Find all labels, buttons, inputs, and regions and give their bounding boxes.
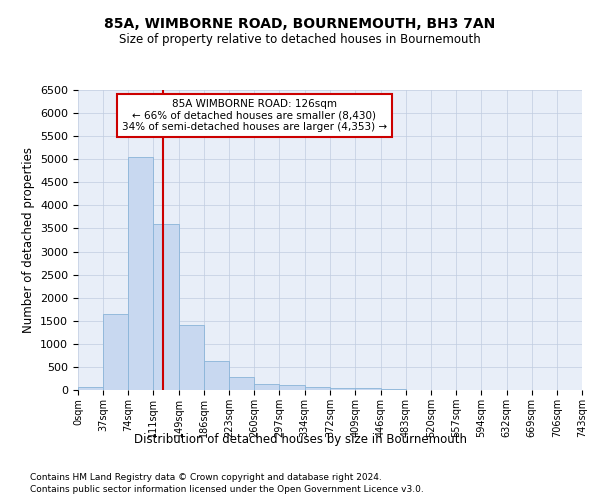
Text: Distribution of detached houses by size in Bournemouth: Distribution of detached houses by size … bbox=[133, 432, 467, 446]
Text: Contains HM Land Registry data © Crown copyright and database right 2024.: Contains HM Land Registry data © Crown c… bbox=[30, 472, 382, 482]
Bar bbox=[305, 386, 331, 390]
Bar bbox=[331, 388, 355, 390]
Bar bbox=[179, 326, 204, 390]
Text: 85A WIMBORNE ROAD: 126sqm
← 66% of detached houses are smaller (8,430)
34% of se: 85A WIMBORNE ROAD: 126sqm ← 66% of detac… bbox=[122, 99, 387, 132]
Bar bbox=[128, 157, 153, 390]
Bar bbox=[355, 388, 380, 390]
Bar bbox=[103, 314, 128, 390]
Text: Size of property relative to detached houses in Bournemouth: Size of property relative to detached ho… bbox=[119, 32, 481, 46]
Bar bbox=[254, 384, 280, 390]
Text: 85A, WIMBORNE ROAD, BOURNEMOUTH, BH3 7AN: 85A, WIMBORNE ROAD, BOURNEMOUTH, BH3 7AN bbox=[104, 18, 496, 32]
Bar bbox=[229, 376, 254, 390]
Bar bbox=[204, 362, 229, 390]
Text: Contains public sector information licensed under the Open Government Licence v3: Contains public sector information licen… bbox=[30, 485, 424, 494]
Y-axis label: Number of detached properties: Number of detached properties bbox=[22, 147, 35, 333]
Bar bbox=[380, 388, 406, 390]
Bar bbox=[153, 224, 179, 390]
Bar bbox=[280, 386, 305, 390]
Bar bbox=[78, 386, 103, 390]
